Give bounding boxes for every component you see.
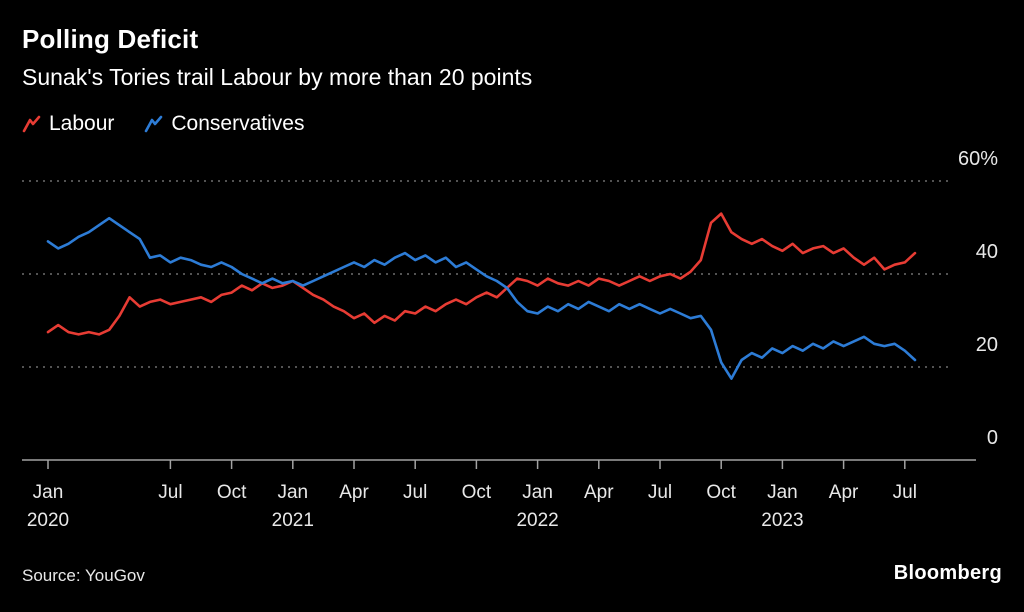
- x-axis-label: Oct: [462, 482, 492, 503]
- legend: Labour Conservatives: [22, 112, 304, 136]
- x-axis-label: Jul: [158, 482, 182, 503]
- y-axis-label: 40: [976, 241, 998, 263]
- conservatives-line: [46, 216, 917, 380]
- x-axis-label: Apr: [829, 482, 859, 503]
- x-axis-label: Jul: [403, 482, 427, 503]
- y-axis-label: 20: [976, 334, 998, 356]
- chart-subtitle: Sunak's Tories trail Labour by more than…: [22, 64, 533, 90]
- x-axis-label: Jan: [277, 482, 308, 503]
- legend-item-labour: Labour: [22, 112, 114, 136]
- x-axis-label: Jan: [767, 482, 798, 503]
- x-axis-label: Apr: [584, 482, 614, 503]
- x-axis-label: Jul: [648, 482, 672, 503]
- x-axis-year-label: 2023: [761, 510, 803, 531]
- legend-label-labour: Labour: [49, 112, 115, 135]
- x-axis-label: Jan: [33, 482, 64, 503]
- x-axis-label: Jul: [893, 482, 917, 503]
- source-attribution: Source: YouGov: [22, 566, 145, 585]
- bloomberg-logo: Bloomberg: [893, 562, 1002, 584]
- x-axis-year-label: 2022: [516, 510, 558, 531]
- x-axis-year-label: 2021: [272, 510, 314, 531]
- conservatives-line-icon: [145, 115, 163, 132]
- labour-line-icon: [22, 115, 41, 132]
- y-axis-label: 0: [987, 427, 998, 449]
- page-title: Polling Deficit: [22, 24, 199, 54]
- x-axis-year-label: 2020: [27, 510, 69, 531]
- y-axis-label: 60%: [958, 148, 998, 170]
- x-axis-label: Oct: [217, 482, 247, 503]
- x-axis-label: Oct: [706, 482, 736, 503]
- x-axis-label: Jan: [522, 482, 553, 503]
- legend-label-conservatives: Conservatives: [171, 112, 305, 135]
- legend-item-conservatives: Conservatives: [144, 112, 304, 136]
- labour-line: [46, 212, 917, 336]
- x-axis-label: Apr: [339, 482, 369, 503]
